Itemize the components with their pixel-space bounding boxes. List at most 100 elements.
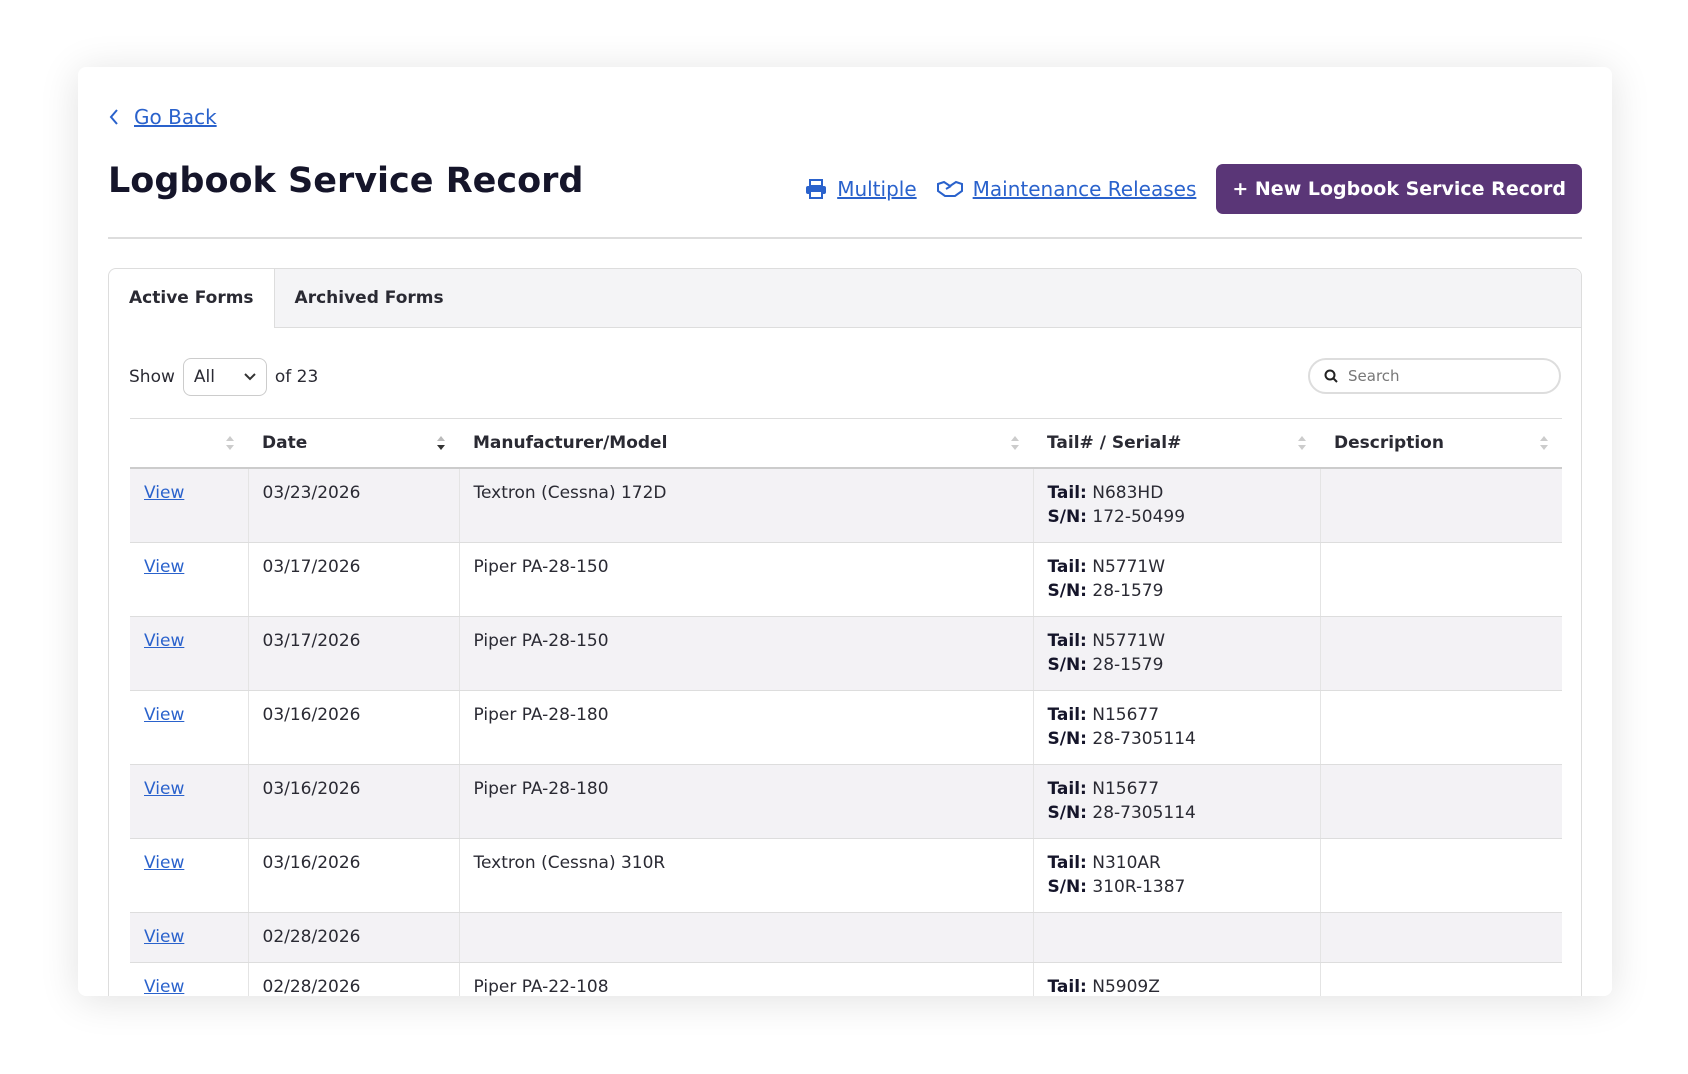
cell: View: [130, 912, 248, 963]
tail-line: Tail: N15677: [1048, 703, 1306, 727]
serial-line: S/N: 28-1579: [1048, 579, 1306, 603]
tail: N5771W: [1092, 630, 1166, 651]
model: Piper PA-28-180: [473, 778, 609, 799]
column-header[interactable]: Tail# / Serial#: [1033, 418, 1320, 469]
page-size-select[interactable]: All: [182, 358, 267, 396]
view-link[interactable]: View: [144, 556, 185, 577]
cell: 03/17/2026: [247, 542, 459, 617]
cell: 03/17/2026: [247, 616, 459, 691]
serial-label: S/N:: [1047, 654, 1087, 675]
serial-label: S/N:: [1047, 580, 1087, 601]
model: Piper PA-28-180: [473, 704, 609, 725]
page-title: Logbook Service Record: [108, 161, 584, 201]
sort-icon[interactable]: [1296, 435, 1308, 451]
search-icon: [1324, 369, 1338, 383]
chevron: [244, 373, 256, 381]
search-box[interactable]: Search: [1308, 358, 1561, 394]
cell: [1319, 468, 1562, 543]
column-header[interactable]: Manufacturer/Model: [459, 418, 1033, 469]
sort-icon[interactable]: [1009, 435, 1021, 451]
serial: 28-7305114: [1092, 802, 1196, 823]
view-link[interactable]: View: [144, 483, 185, 503]
serial-line: S/N: 28-1579: [1048, 653, 1306, 677]
column-header[interactable]: Date: [248, 418, 459, 469]
column-title: Description: [1334, 433, 1444, 453]
tab[interactable]: Archived Forms: [294, 288, 444, 308]
sort-icon[interactable]: [435, 435, 447, 451]
back-link[interactable]: Go Back: [134, 105, 217, 129]
show-label: Show: [129, 367, 175, 387]
cell: Piper PA-22-108: [458, 962, 1033, 997]
date: 03/17/2026: [262, 630, 361, 651]
table-row: View 03/16/2026 Piper PA-28-180 Tail: N1567…: [130, 690, 1562, 765]
tail-line: Tail: N310AR: [1048, 851, 1306, 875]
tail-line: Tail: N683HD: [1048, 481, 1306, 505]
releases-link[interactable]: Maintenance Releases: [972, 177, 1197, 201]
sort-icon[interactable]: [224, 435, 236, 451]
cell: 03/16/2026: [247, 690, 459, 765]
model: Piper PA-22-108: [473, 976, 609, 997]
cell: View: [130, 764, 248, 839]
view-link[interactable]: View: [144, 852, 185, 873]
cell: View: [130, 690, 248, 765]
card: Go Back Logbook Service Record Multiple …: [78, 67, 1612, 996]
view-link[interactable]: View: [144, 976, 185, 997]
cell: 02/28/2026: [247, 962, 459, 997]
tail-label: Tail:: [1047, 778, 1087, 799]
cell: [1319, 764, 1562, 839]
date: 03/17/2026: [262, 556, 361, 577]
serial-line: S/N: 28-7305114: [1048, 727, 1306, 751]
records-table: Date Manufacturer/Model Tail# / Serial# Des…: [130, 418, 1562, 996]
cell: 03/16/2026: [247, 838, 459, 913]
serial-label: S/N:: [1047, 507, 1087, 527]
view-link[interactable]: View: [144, 630, 185, 651]
column-title: Manufacturer/Model: [473, 433, 668, 453]
date: 02/28/2026: [262, 976, 361, 997]
table-row: View 03/17/2026 Piper PA-28-150 Tail: N5771…: [130, 542, 1562, 617]
column-header: [130, 418, 248, 469]
column-title: Tail# / Serial#: [1047, 433, 1182, 453]
releases-action[interactable]: Maintenance Releases: [936, 177, 1197, 201]
sort-icon[interactable]: [1538, 435, 1550, 451]
serial-label: S/N:: [1047, 728, 1087, 749]
table-row: View 02/28/2026 Piper PA-22-108 Tail: N5909…: [130, 962, 1562, 996]
cell: Textron (Cessna) 172D: [458, 468, 1033, 543]
cell: [458, 912, 1033, 963]
cell: Piper PA-28-180: [458, 690, 1033, 765]
view-link[interactable]: View: [144, 778, 185, 799]
select-value: All: [193, 367, 215, 387]
cell: [1319, 912, 1562, 963]
tail-label: Tail:: [1047, 556, 1087, 577]
cell: View: [130, 542, 248, 617]
back-row[interactable]: Go Back: [108, 105, 217, 129]
table-row: View 03/16/2026 Textron (Cessna) 310R Tail:…: [130, 838, 1562, 913]
search-placeholder: Search: [1348, 367, 1400, 385]
cell: Tail: N15677 S/N: 28-7305114: [1032, 690, 1320, 765]
cell: Tail: N310AR S/N: 310R-1387: [1032, 838, 1320, 913]
date: 03/16/2026: [262, 704, 361, 725]
cell: Tail: N5771W S/N: 28-1579: [1032, 542, 1320, 617]
cell: Piper PA-28-180: [458, 764, 1033, 839]
table-body: View 03/23/2026 Textron (Cessna) 172D Tail:…: [130, 468, 1562, 996]
view-link[interactable]: View: [144, 704, 185, 725]
new-record-button[interactable]: + New Logbook Service Record: [1216, 164, 1582, 214]
print-action[interactable]: Multiple: [805, 177, 917, 201]
column-header[interactable]: Description: [1320, 418, 1562, 469]
tail-line: Tail: N5771W: [1048, 555, 1306, 579]
cell: [1032, 912, 1320, 963]
tail-label: Tail:: [1047, 704, 1087, 725]
tab[interactable]: Active Forms: [109, 269, 275, 328]
table-row: View 03/16/2026 Piper PA-28-180 Tail: N1567…: [130, 764, 1562, 839]
cell: [1319, 616, 1562, 691]
multiple-link[interactable]: Multiple: [837, 177, 917, 201]
tail: N15677: [1092, 704, 1160, 725]
cell: 02/28/2026: [247, 912, 459, 963]
model: Piper PA-28-150: [473, 630, 609, 651]
view-link[interactable]: View: [144, 926, 185, 947]
forms-panel: Active Forms Archived Forms Show All of …: [108, 268, 1582, 996]
cell: [1319, 962, 1562, 996]
cell: Tail: N5771W S/N: 28-1579: [1032, 616, 1320, 691]
cell: 03/23/2026: [247, 468, 459, 543]
model: Textron (Cessna) 310R: [473, 852, 666, 873]
